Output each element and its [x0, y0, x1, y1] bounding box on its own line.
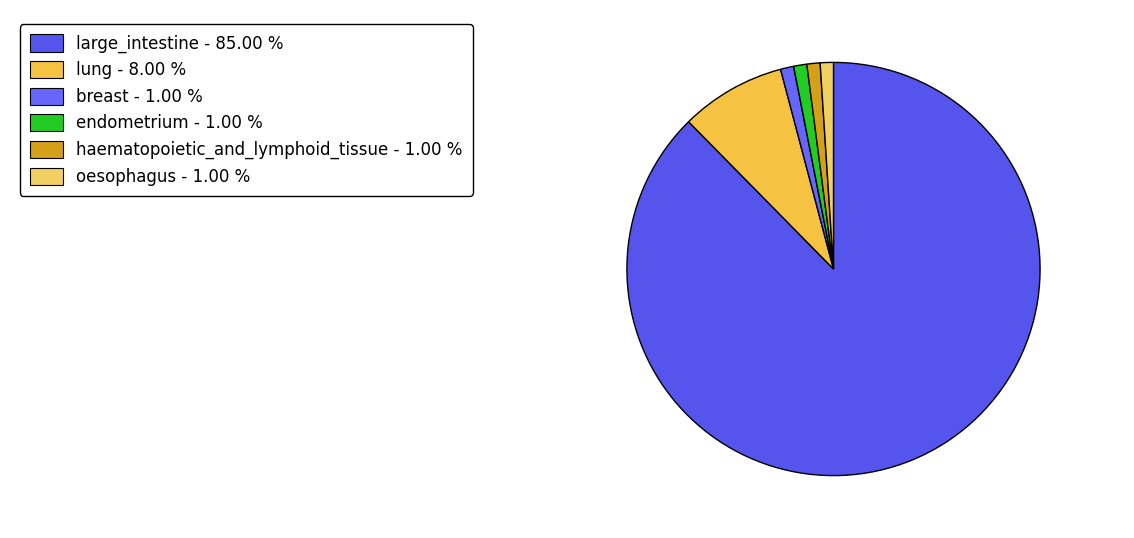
Wedge shape	[806, 63, 833, 269]
Wedge shape	[688, 69, 833, 269]
Wedge shape	[820, 62, 833, 269]
Legend: large_intestine - 85.00 %, lung - 8.00 %, breast - 1.00 %, endometrium - 1.00 %,: large_intestine - 85.00 %, lung - 8.00 %…	[19, 24, 473, 196]
Wedge shape	[780, 66, 833, 269]
Wedge shape	[627, 62, 1040, 476]
Wedge shape	[794, 64, 833, 269]
